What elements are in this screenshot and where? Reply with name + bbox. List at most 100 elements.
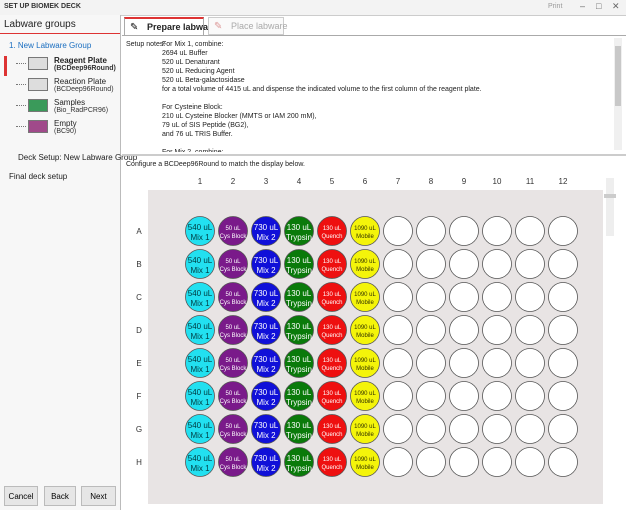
well[interactable] <box>185 348 215 378</box>
well[interactable] <box>350 348 380 378</box>
well[interactable] <box>416 414 446 444</box>
well[interactable] <box>416 381 446 411</box>
well[interactable] <box>218 414 248 444</box>
well[interactable] <box>515 282 545 312</box>
well[interactable] <box>350 381 380 411</box>
well[interactable] <box>383 447 413 477</box>
well[interactable] <box>251 249 281 279</box>
scrollbar[interactable] <box>614 38 622 150</box>
well[interactable] <box>218 315 248 345</box>
well[interactable] <box>350 249 380 279</box>
well[interactable] <box>350 315 380 345</box>
well[interactable] <box>383 381 413 411</box>
well[interactable] <box>251 216 281 246</box>
item-name[interactable]: Empty <box>54 119 77 128</box>
well[interactable] <box>383 282 413 312</box>
group[interactable]: 1. New Labware Group <box>9 41 92 50</box>
scroll-thumb[interactable] <box>615 46 621 106</box>
well[interactable] <box>218 381 248 411</box>
well[interactable] <box>383 348 413 378</box>
well[interactable] <box>218 282 248 312</box>
well[interactable] <box>449 348 479 378</box>
well[interactable] <box>185 282 215 312</box>
well[interactable] <box>482 348 512 378</box>
well[interactable] <box>548 315 578 345</box>
well[interactable] <box>548 348 578 378</box>
well[interactable] <box>284 315 314 345</box>
well[interactable] <box>548 381 578 411</box>
well[interactable] <box>284 381 314 411</box>
well[interactable] <box>218 216 248 246</box>
well[interactable] <box>482 315 512 345</box>
well[interactable] <box>548 414 578 444</box>
well[interactable] <box>482 216 512 246</box>
well[interactable] <box>416 447 446 477</box>
back-button[interactable]: Back <box>44 486 76 506</box>
well[interactable] <box>251 348 281 378</box>
well[interactable] <box>515 348 545 378</box>
well[interactable] <box>284 414 314 444</box>
well[interactable] <box>317 348 347 378</box>
well[interactable] <box>350 216 380 246</box>
well[interactable] <box>449 216 479 246</box>
well[interactable] <box>284 282 314 312</box>
well[interactable] <box>284 447 314 477</box>
well[interactable] <box>251 315 281 345</box>
item-name[interactable]: Reaction Plate <box>54 77 107 86</box>
well[interactable] <box>218 348 248 378</box>
well[interactable] <box>284 249 314 279</box>
well[interactable] <box>449 447 479 477</box>
well[interactable] <box>317 282 347 312</box>
well[interactable] <box>218 447 248 477</box>
well[interactable] <box>383 216 413 246</box>
deck-setup[interactable]: Deck Setup: New Labware Group <box>18 153 138 162</box>
well[interactable] <box>515 249 545 279</box>
well[interactable] <box>416 249 446 279</box>
well[interactable] <box>185 315 215 345</box>
well[interactable] <box>350 447 380 477</box>
close[interactable]: ✕ <box>612 1 620 11</box>
print-button[interactable]: Print <box>548 3 563 10</box>
well[interactable] <box>482 447 512 477</box>
well[interactable] <box>449 381 479 411</box>
well[interactable] <box>416 216 446 246</box>
well[interactable] <box>515 447 545 477</box>
well[interactable] <box>251 381 281 411</box>
well[interactable] <box>251 447 281 477</box>
well[interactable] <box>383 414 413 444</box>
tab-active[interactable]: Prepare labware ✎ <box>124 17 217 36</box>
well[interactable] <box>416 282 446 312</box>
well[interactable] <box>515 414 545 444</box>
well[interactable] <box>317 249 347 279</box>
well[interactable] <box>449 282 479 312</box>
zoom-slider[interactable] <box>606 178 614 236</box>
item-name[interactable]: Samples <box>54 98 86 107</box>
well[interactable] <box>383 249 413 279</box>
well[interactable] <box>350 282 380 312</box>
well[interactable] <box>548 447 578 477</box>
well[interactable] <box>515 315 545 345</box>
minimize[interactable]: – <box>580 1 586 11</box>
well[interactable] <box>185 249 215 279</box>
well[interactable] <box>482 381 512 411</box>
item-name[interactable]: Reagent Plate <box>54 56 107 65</box>
zoom-thumb[interactable] <box>604 194 616 198</box>
well[interactable] <box>317 216 347 246</box>
well[interactable] <box>251 414 281 444</box>
cancel-button[interactable]: Cancel <box>4 486 38 506</box>
well[interactable] <box>482 249 512 279</box>
well[interactable] <box>317 447 347 477</box>
maximize[interactable]: □ <box>596 1 602 11</box>
well[interactable] <box>317 381 347 411</box>
next-button[interactable]: Next <box>81 486 116 506</box>
final-setup[interactable]: Final deck setup <box>9 172 68 181</box>
well[interactable] <box>317 315 347 345</box>
well[interactable] <box>416 315 446 345</box>
well[interactable] <box>416 348 446 378</box>
well[interactable] <box>185 216 215 246</box>
well[interactable] <box>449 414 479 444</box>
well[interactable] <box>548 282 578 312</box>
well[interactable] <box>482 282 512 312</box>
well[interactable] <box>251 282 281 312</box>
well[interactable] <box>482 414 512 444</box>
